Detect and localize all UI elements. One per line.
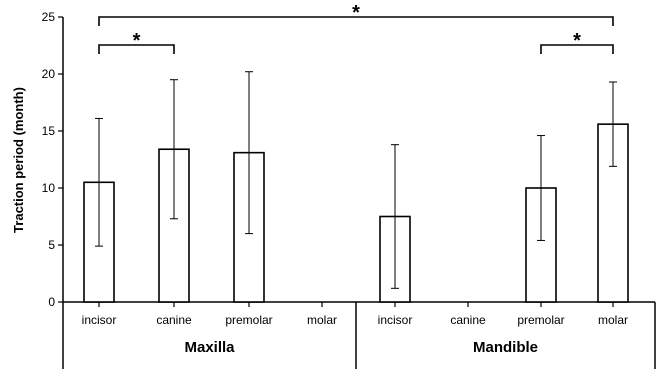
category-label: molar: [307, 313, 337, 327]
category-label: molar: [598, 313, 628, 327]
error-bars: [95, 71, 617, 289]
significance-marker: *: [352, 2, 360, 24]
category-label: canine: [450, 313, 486, 327]
significance-bracket: [98, 16, 614, 26]
significance-bracket: [98, 44, 175, 54]
significance-brackets: * * *: [98, 2, 614, 54]
category-label: premolar: [517, 313, 564, 327]
y-tick-label: 5: [48, 238, 55, 252]
significance-bracket: [540, 44, 614, 54]
y-tick-label: 20: [42, 67, 56, 81]
y-tick-label: 15: [42, 124, 56, 138]
y-axis: 0 5 10 15 20 25: [42, 10, 655, 309]
group-label: Mandible: [473, 339, 538, 356]
category-label: canine: [156, 313, 192, 327]
y-tick-label: 10: [42, 181, 56, 195]
category-label: incisor: [82, 313, 117, 327]
significance-marker: *: [573, 30, 581, 52]
group-labels: Maxilla Mandible: [62, 302, 656, 369]
category-labels: incisor canine premolar molar incisor canine p…: [82, 313, 628, 327]
bars: [83, 123, 629, 303]
category-label: incisor: [378, 313, 413, 327]
significance-marker: *: [133, 30, 141, 52]
group-label: Maxilla: [184, 339, 235, 356]
y-axis-label: Traction period (month): [11, 87, 26, 233]
y-tick-label: 0: [48, 295, 55, 309]
category-label: premolar: [225, 313, 272, 327]
y-tick-label: 25: [42, 10, 56, 24]
